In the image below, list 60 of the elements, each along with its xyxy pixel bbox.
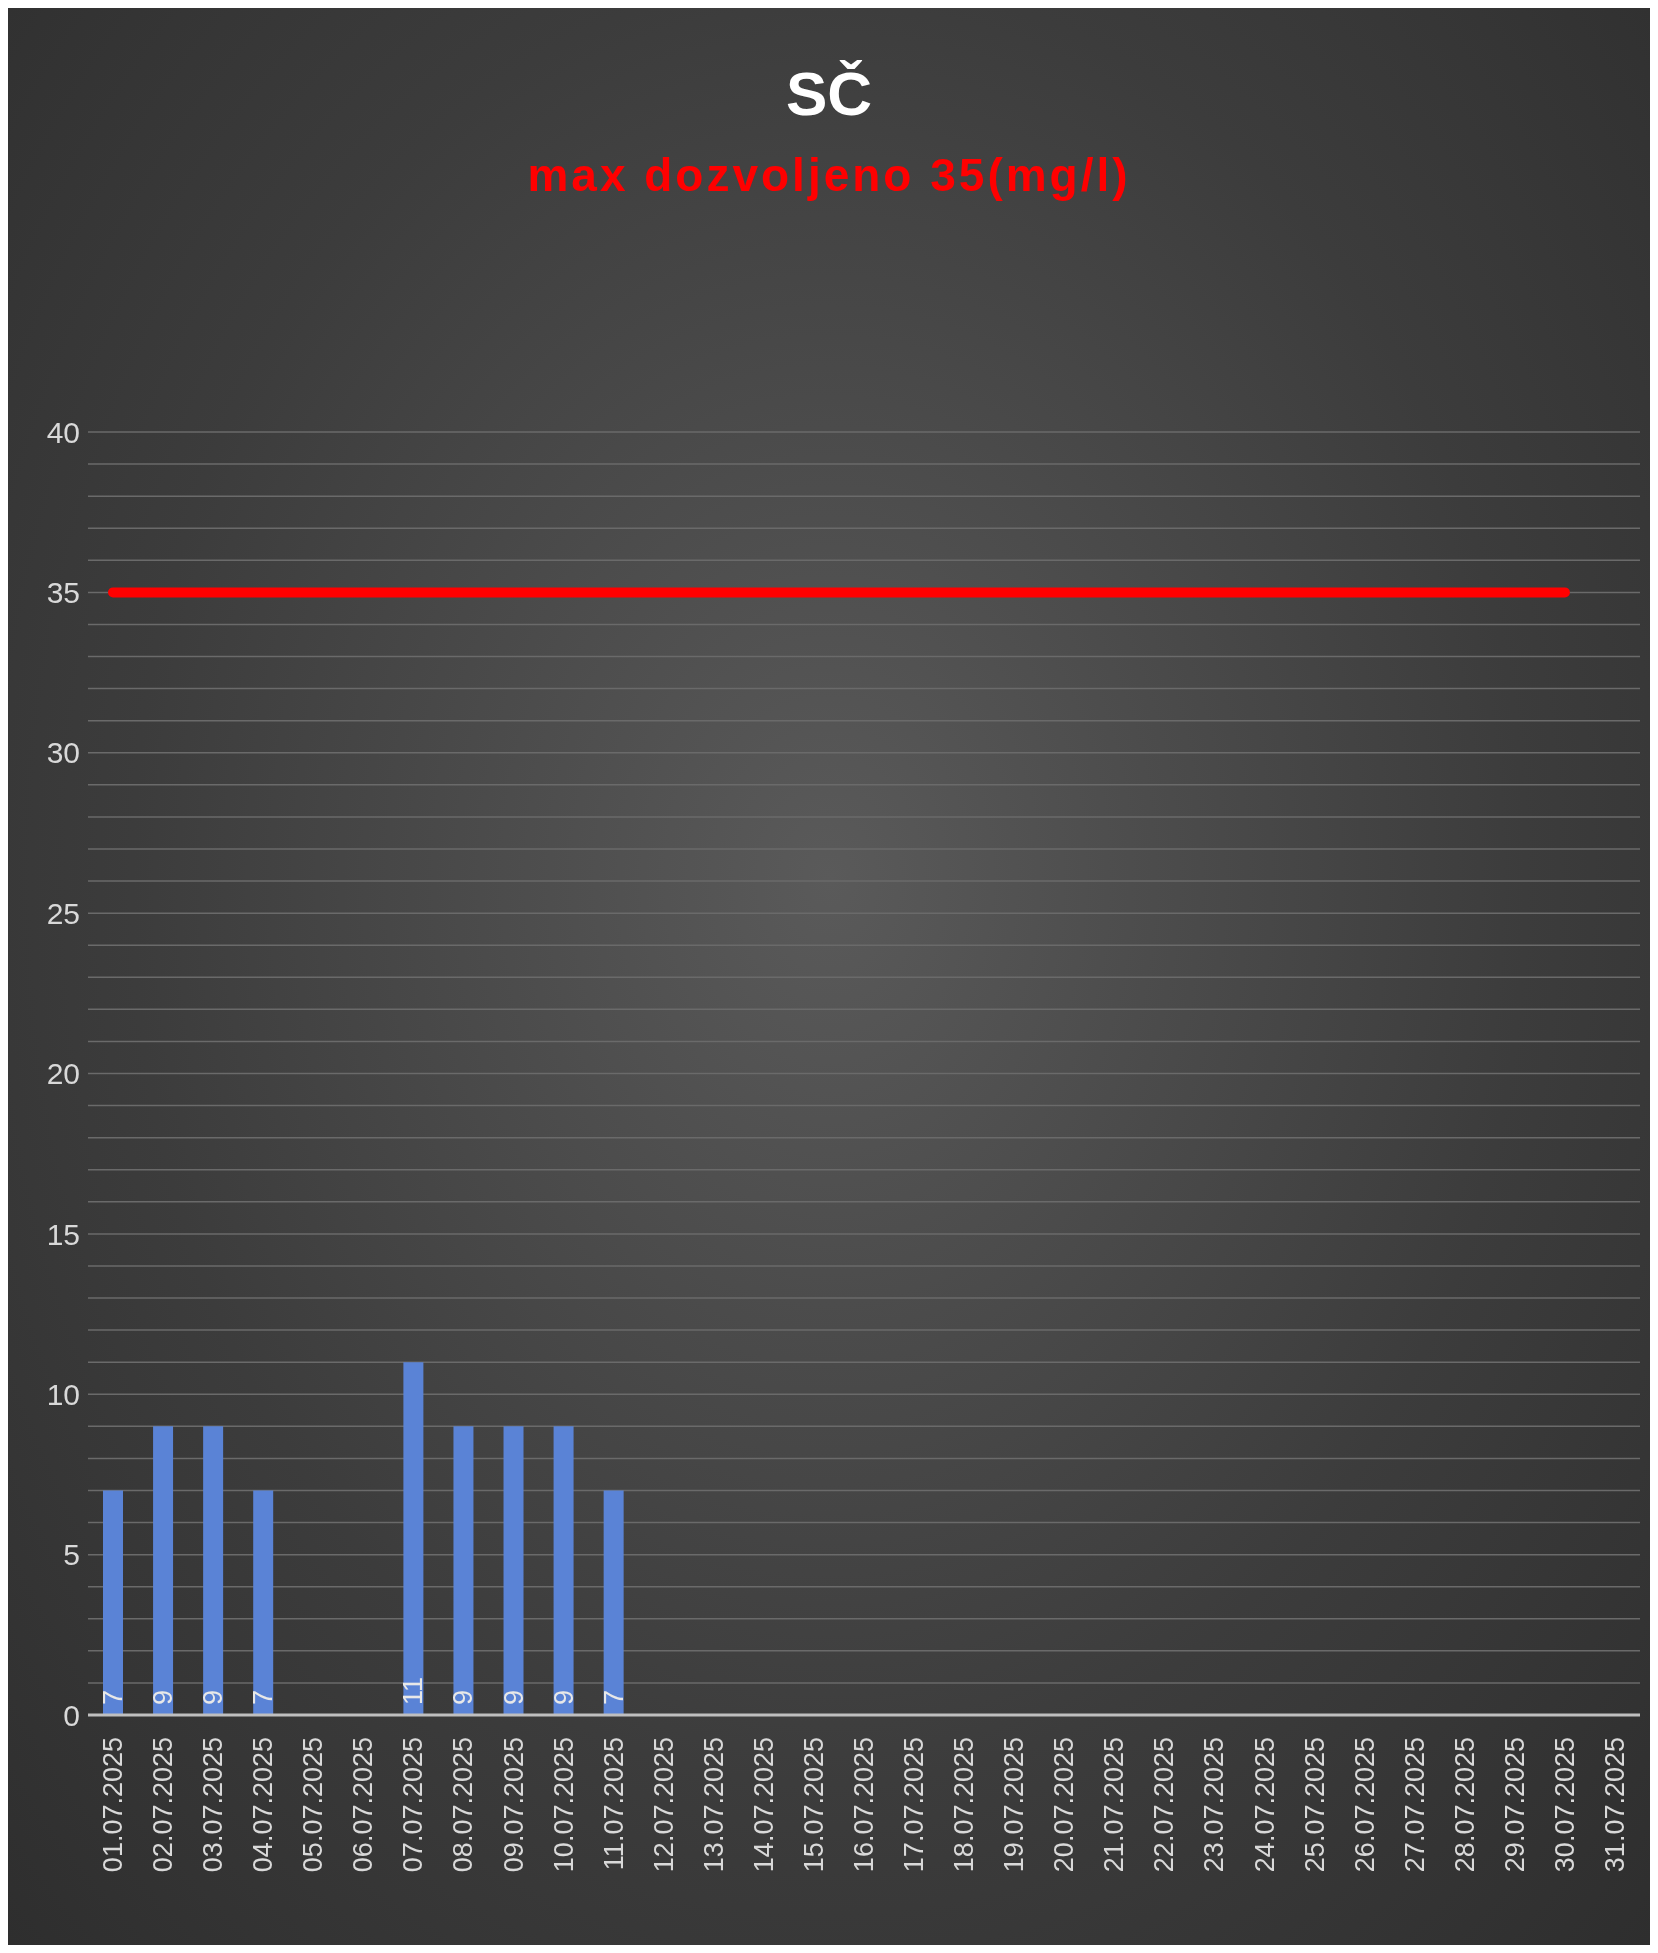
- x-tick-label: 02.07.2025: [148, 1737, 179, 1873]
- x-tick-label: 22.07.2025: [1149, 1737, 1180, 1873]
- data-label: 9: [148, 1689, 179, 1705]
- chart-subtitle: max dozvoljeno 35(mg/l): [526, 148, 1132, 202]
- x-tick-label: 16.07.2025: [849, 1737, 879, 1873]
- y-tick-label: 10: [46, 1377, 80, 1411]
- x-tick-label: 19.07.2025: [999, 1737, 1030, 1873]
- x-tick-label: 08.07.2025: [448, 1737, 479, 1873]
- data-label: 7: [98, 1689, 128, 1705]
- x-tick-label: 27.07.2025: [1399, 1737, 1430, 1873]
- bar: [203, 1426, 224, 1715]
- data-label: 9: [548, 1689, 579, 1705]
- bar: [403, 1362, 424, 1715]
- data-label: 9: [498, 1689, 529, 1705]
- x-tick-label: 06.07.2025: [348, 1737, 379, 1873]
- y-tick-label: 20: [46, 1057, 80, 1091]
- x-tick-label: 21.07.2025: [1099, 1737, 1130, 1873]
- bar: [253, 1490, 274, 1715]
- x-tick-label: 03.07.2025: [198, 1737, 229, 1873]
- data-label: 9: [198, 1689, 229, 1705]
- y-tick-label: 40: [46, 415, 80, 449]
- x-tick-label: 13.07.2025: [698, 1737, 729, 1873]
- x-tick-label: 10.07.2025: [548, 1737, 579, 1873]
- chart-title: SČ: [784, 58, 874, 129]
- x-tick-label: 29.07.2025: [1499, 1737, 1530, 1873]
- x-tick-label: 30.07.2025: [1549, 1737, 1580, 1873]
- bar: [103, 1490, 123, 1715]
- data-label: 11: [398, 1676, 429, 1705]
- bar: [153, 1426, 174, 1715]
- x-tick-label: 12.07.2025: [648, 1737, 679, 1873]
- y-tick-label: 30: [46, 736, 80, 770]
- x-tick-label: 25.07.2025: [1299, 1737, 1330, 1873]
- x-tick-label: 01.07.2025: [98, 1737, 129, 1873]
- x-tick-label: 18.07.2025: [949, 1737, 980, 1873]
- x-tick-label: 20.07.2025: [1049, 1737, 1080, 1873]
- data-label: 7: [248, 1689, 279, 1705]
- x-tick-label: 09.07.2025: [498, 1737, 529, 1873]
- x-tick-label: 11.07.2025: [598, 1737, 629, 1871]
- x-tick-label: 14.07.2025: [748, 1737, 779, 1873]
- x-tick-label: 04.07.2025: [248, 1737, 279, 1873]
- x-tick-label: 05.07.2025: [298, 1737, 329, 1873]
- y-tick-label: 15: [46, 1217, 80, 1251]
- y-tick-label: 25: [46, 896, 80, 930]
- y-tick-label: 5: [63, 1538, 80, 1572]
- x-tick-label: 23.07.2025: [1199, 1737, 1230, 1873]
- bar: [503, 1426, 524, 1715]
- bar: [453, 1426, 474, 1715]
- bar: [553, 1426, 574, 1715]
- x-tick-label: 17.07.2025: [899, 1737, 930, 1873]
- y-tick-label: 0: [63, 1698, 80, 1732]
- data-label: 9: [448, 1689, 479, 1705]
- x-tick-label: 31.07.2025: [1599, 1737, 1630, 1873]
- x-tick-label: 26.07.2025: [1349, 1737, 1380, 1873]
- x-tick-label: 07.07.2025: [398, 1737, 429, 1873]
- y-tick-label: 35: [46, 576, 80, 610]
- bar: [603, 1490, 624, 1715]
- x-tick-label: 28.07.2025: [1449, 1737, 1480, 1873]
- data-label: 7: [598, 1689, 629, 1705]
- x-tick-label: 15.07.2025: [798, 1737, 829, 1873]
- x-tick-label: 24.07.2025: [1249, 1737, 1280, 1873]
